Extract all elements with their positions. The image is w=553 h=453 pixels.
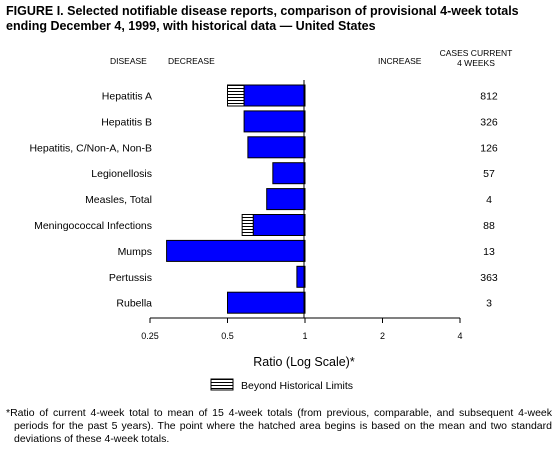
cases-group: 812 326 126 57 4 88 13 363 3 [480,91,498,310]
cases-value: 88 [483,220,495,232]
cases-value: 13 [483,246,495,258]
figure-title: FIGURE I. Selected notifiable disease re… [6,4,519,33]
cases-value: 4 [486,194,492,206]
cases-value: 126 [480,142,498,154]
header-decrease: DECREASE [168,56,215,66]
disease-label: Hepatitis, C/Non-A, Non-B [29,142,152,154]
header-cases-line1: CASES CURRENT [440,48,513,58]
bar [272,162,306,185]
cases-value: 326 [480,116,498,128]
disease-label: Pertussis [109,272,152,284]
bar [252,214,306,236]
bar [247,136,306,159]
disease-label: Measles, Total [85,194,152,206]
cases-value: 3 [486,298,492,310]
disease-label: Legionellosis [91,168,152,180]
bar [227,291,306,314]
bar [166,239,306,262]
footnote: *Ratio of current 4-week total to mean o… [6,407,552,445]
bar-hatch [227,84,245,107]
x-tick-label: 1 [302,331,307,341]
cases-value: 812 [480,91,498,103]
x-tick-label: 0.25 [141,331,159,341]
x-ticks-group: 0.25 0.5 1 2 4 [141,318,463,341]
disease-label: Meningococcal Infections [34,220,152,232]
x-tick-label: 2 [380,331,385,341]
bar [296,265,306,288]
cases-value: 57 [483,168,495,180]
disease-label: Rubella [116,298,152,310]
disease-label: Hepatitis B [101,116,152,128]
header-increase: INCREASE [378,56,422,66]
bar [266,188,306,211]
header-cases-line2: 4 WEEKS [457,58,495,68]
disease-label: Hepatitis A [102,91,152,103]
bar-hatch [241,214,254,236]
x-axis-label: Ratio (Log Scale)* [253,355,355,369]
bar [243,110,306,133]
header-disease: DISEASE [110,56,147,66]
cases-value: 363 [480,272,498,284]
x-tick-label: 0.5 [221,331,234,341]
disease-label: Mumps [118,246,152,258]
legend-hatch-swatch [210,378,234,391]
bars-group [166,84,306,314]
disease-labels-group: Hepatitis A Hepatitis B Hepatitis, C/Non-A… [29,91,152,310]
bar [243,84,306,107]
legend-label: Beyond Historical Limits [241,380,353,392]
x-tick-label: 4 [457,331,462,341]
